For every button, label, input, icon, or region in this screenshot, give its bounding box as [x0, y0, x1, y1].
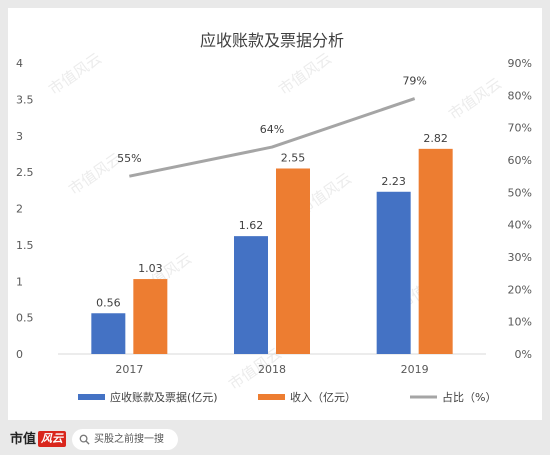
chart-svg: 市值风云市值风云市值风云市值风云市值风云市值风云市值风云市值风云应收账款及票据分…	[16, 31, 532, 404]
legend-swatch	[78, 394, 105, 400]
bar-revenue	[418, 148, 453, 354]
bar-data-label: 2.82	[423, 132, 448, 145]
legend-label: 收入（亿元）	[290, 390, 356, 404]
bar-data-label: 2.55	[281, 151, 306, 164]
y-right-tick-label: 50%	[508, 186, 532, 199]
brand-logo[interactable]: 市值 风云	[10, 430, 67, 450]
x-tick-label: 2017	[115, 363, 143, 376]
watermark-text: 市值风云	[445, 74, 504, 123]
x-tick-label: 2018	[258, 363, 286, 376]
bar-data-label: 1.62	[239, 219, 264, 232]
y-left-tick-label: 1	[16, 275, 23, 288]
bar-receivables	[376, 191, 411, 354]
x-tick-label: 2019	[401, 363, 429, 376]
bar-data-label: 1.03	[138, 262, 163, 275]
y-left-tick-label: 1.5	[16, 239, 34, 252]
brand-logo-mark: 风云	[38, 431, 67, 447]
bar-data-label: 2.23	[381, 175, 406, 188]
y-left-tick-label: 4	[16, 57, 23, 70]
y-right-tick-label: 20%	[508, 283, 532, 296]
line-data-label: 64%	[260, 123, 284, 136]
y-right-tick-label: 30%	[508, 251, 532, 264]
legend-swatch	[258, 394, 285, 400]
y-right-tick-label: 60%	[508, 154, 532, 167]
y-right-tick-label: 10%	[508, 316, 532, 329]
watermark-text: 市值风云	[45, 49, 104, 98]
watermark-text: 市值风云	[275, 49, 334, 98]
y-right-tick-label: 90%	[508, 57, 532, 70]
legend-label: 应收账款及票据(亿元)	[110, 390, 218, 404]
search-icon	[79, 434, 90, 445]
bar-receivables	[234, 236, 268, 354]
y-right-tick-label: 40%	[508, 219, 532, 232]
line-share	[129, 97, 416, 178]
footer-bar: 市值 风云 买股之前搜一搜	[0, 424, 550, 455]
y-right-tick-label: 70%	[508, 122, 532, 135]
legend-label: 占比（%）	[442, 390, 496, 404]
search-box[interactable]: 买股之前搜一搜	[72, 429, 178, 450]
y-left-tick-label: 0.5	[16, 312, 34, 325]
brand-logo-text: 市值	[10, 432, 37, 447]
y-left-tick-label: 2	[16, 203, 23, 216]
watermark-text: 市值风云	[65, 149, 124, 198]
search-placeholder: 买股之前搜一搜	[94, 434, 164, 445]
y-left-tick-label: 2.5	[16, 166, 34, 179]
y-right-tick-label: 0%	[515, 348, 532, 361]
bar-revenue	[133, 279, 168, 354]
chart-title: 应收账款及票据分析	[200, 31, 344, 50]
y-right-tick-label: 80%	[508, 89, 532, 102]
chart-card: 市值风云市值风云市值风云市值风云市值风云市值风云市值风云市值风云应收账款及票据分…	[8, 8, 542, 420]
line-data-label: 55%	[117, 152, 141, 165]
y-left-tick-label: 3.5	[16, 93, 34, 106]
bar-revenue	[276, 168, 310, 354]
line-data-label: 79%	[402, 75, 426, 88]
y-left-tick-label: 3	[16, 130, 23, 143]
bar-data-label: 0.56	[96, 296, 121, 309]
y-left-tick-label: 0	[16, 348, 23, 361]
bar-receivables	[91, 313, 126, 354]
